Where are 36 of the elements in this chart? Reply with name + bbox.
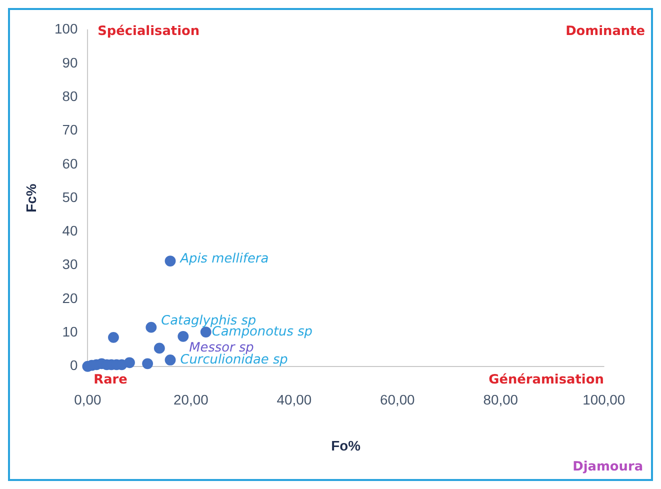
point [146,322,157,333]
point [164,256,176,266]
y-axis-title: Fc% [23,184,40,212]
text: Djamoura [572,459,644,474]
point [164,354,176,366]
y-tick-label: 30 [62,256,78,272]
point [142,358,154,370]
y-tick-label: 40 [62,222,78,239]
y-tick-label: 90 [62,54,78,70]
x-tick-label: 40,00 [276,391,312,408]
annotation: Cataglyphis sp [161,314,256,329]
annotation: Spécialisation [98,24,200,40]
annotation: Curculionidae sp [180,352,288,368]
y-tick-label: 0 [70,357,78,374]
point [154,342,165,354]
x-tick-label: 80,00 [483,391,518,408]
x-tick-label: 0,00 [74,391,102,408]
x-tick-label: 100,00 [582,391,626,408]
y-tick-label: 50 [62,188,78,205]
y-tick-label: 70 [62,122,78,138]
y-tick-label: 10 [62,324,78,340]
x-axis-title: Fo% [331,438,360,454]
x-tick-label: 20,00 [174,391,209,408]
y-tick-label: 80 [62,88,78,104]
text: Rare [94,372,128,388]
point [200,326,212,338]
point [178,330,189,342]
annotation: Dominante [566,24,646,40]
x-tick-label: 60,00 [380,391,416,408]
point [108,332,119,343]
text: Généramisation [488,372,604,388]
y-tick-label: 60 [62,155,78,172]
point [124,357,135,368]
y-tick-label: 100 [54,20,78,37]
annotation: Apis mellifera [179,251,269,266]
y-tick-label: 20 [62,290,78,306]
